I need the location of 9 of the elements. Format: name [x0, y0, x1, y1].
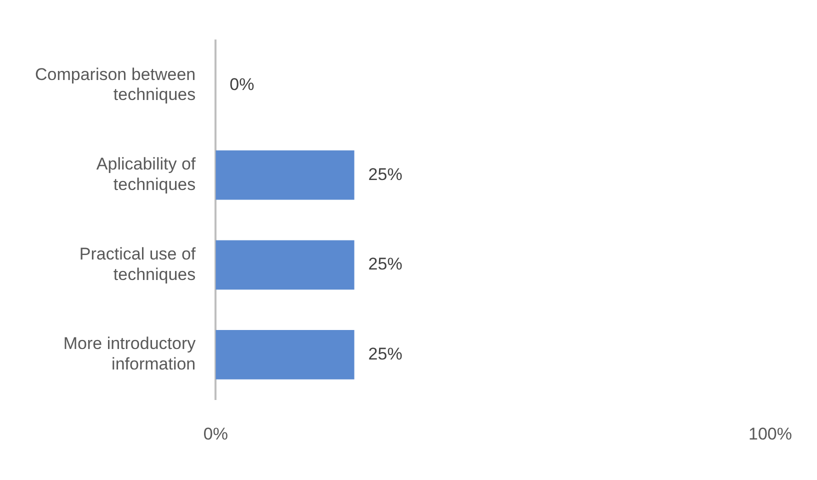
data-label: 0%	[230, 74, 254, 94]
data-label: 25%	[368, 254, 402, 274]
data-label: 25%	[368, 164, 402, 184]
data-label: 25%	[368, 344, 402, 364]
y-tick-label: Comparison between techniques	[34, 64, 196, 104]
x-tick-label: 100%	[748, 424, 792, 444]
y-tick-label: More introductory information	[63, 334, 196, 374]
y-tick-label: Practical use of techniques	[79, 244, 196, 284]
y-tick-label: Aplicability of techniques	[96, 154, 196, 194]
